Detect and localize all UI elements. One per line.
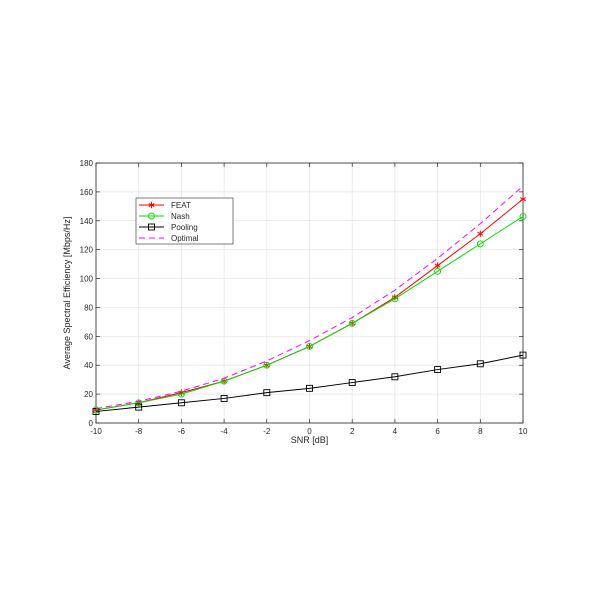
data-point	[306, 384, 313, 392]
x-tick-label: -2	[263, 427, 271, 436]
x-tick-label: 2	[350, 427, 355, 436]
legend-item-optimal: Optimal	[139, 234, 199, 243]
series-optimal	[95, 185, 524, 410]
legend: FEAT Nash Pooling Optimal	[135, 197, 234, 245]
data-point	[177, 399, 185, 407]
data-point	[519, 195, 527, 203]
data-point	[348, 379, 356, 387]
data-point	[135, 403, 143, 411]
x-tick-label: -6	[178, 427, 186, 436]
asterisk-stroke	[434, 263, 441, 268]
x-tick-label: -10	[90, 427, 102, 436]
data-point	[476, 360, 484, 368]
data-point	[135, 399, 143, 407]
series-layer	[92, 185, 527, 415]
y-axis-label: Average Spectral Efficiency [Mbps/Hz]	[62, 217, 72, 370]
data-point	[391, 295, 399, 303]
x-tick-label: 0	[307, 427, 312, 436]
x-tick-label: 8	[478, 427, 483, 436]
y-tick-label: 120	[80, 246, 94, 255]
y-tick-label: 160	[80, 188, 94, 197]
series-line	[95, 354, 524, 412]
legend-marker	[148, 223, 155, 231]
series-line	[95, 216, 524, 411]
data-point	[476, 240, 484, 248]
data-point	[348, 319, 356, 327]
x-tick-label: 6	[435, 427, 440, 436]
y-tick-label: 0	[89, 419, 94, 428]
legend-item-feat: FEAT	[139, 201, 191, 210]
legend-label: FEAT	[171, 201, 191, 210]
legend-marker	[148, 201, 155, 209]
data-point	[177, 390, 185, 398]
series-line	[95, 185, 524, 410]
y-tick-label: 80	[84, 303, 93, 312]
x-tick-label: 4	[393, 427, 398, 436]
series-pooling	[92, 351, 527, 415]
asterisk-stroke	[519, 197, 527, 202]
y-tick-label: 100	[80, 275, 94, 284]
legend-marker	[148, 212, 155, 220]
data-point	[434, 267, 442, 275]
data-point	[519, 351, 527, 359]
y-tick-label: 40	[84, 361, 93, 370]
y-tick-label: 180	[80, 159, 94, 168]
y-tick-label: 140	[80, 217, 94, 226]
data-point	[434, 366, 442, 374]
y-tick-label: 60	[84, 332, 93, 341]
y-tick-label: 20	[84, 390, 93, 399]
x-tick-label: 10	[519, 427, 528, 436]
data-point	[477, 230, 484, 237]
data-point	[263, 361, 271, 369]
x-axis-label: SNR [dB]	[291, 435, 329, 445]
data-point	[306, 342, 313, 350]
legend-item-pooling: Pooling	[139, 223, 198, 232]
legend-label: Optimal	[171, 234, 199, 243]
series-nash	[92, 212, 527, 414]
legend-label: Nash	[171, 212, 190, 221]
asterisk-stroke	[477, 231, 484, 236]
asterisk-stroke	[148, 202, 155, 208]
data-point	[220, 394, 228, 402]
y-axis-ticks: 0 20 40 60 80 100 120 140 160 180	[80, 159, 523, 428]
x-axis-ticks: -10 -8 -6 -4 -2 0 2 4 6 8 10	[90, 163, 528, 436]
x-tick-label: -4	[221, 427, 229, 436]
legend-label: Pooling	[171, 223, 198, 232]
data-point	[263, 389, 271, 397]
x-tick-label: -8	[135, 427, 143, 436]
data-point	[519, 212, 527, 220]
data-point	[391, 373, 399, 381]
data-point	[434, 262, 441, 269]
legend-item-nash: Nash	[139, 212, 190, 221]
